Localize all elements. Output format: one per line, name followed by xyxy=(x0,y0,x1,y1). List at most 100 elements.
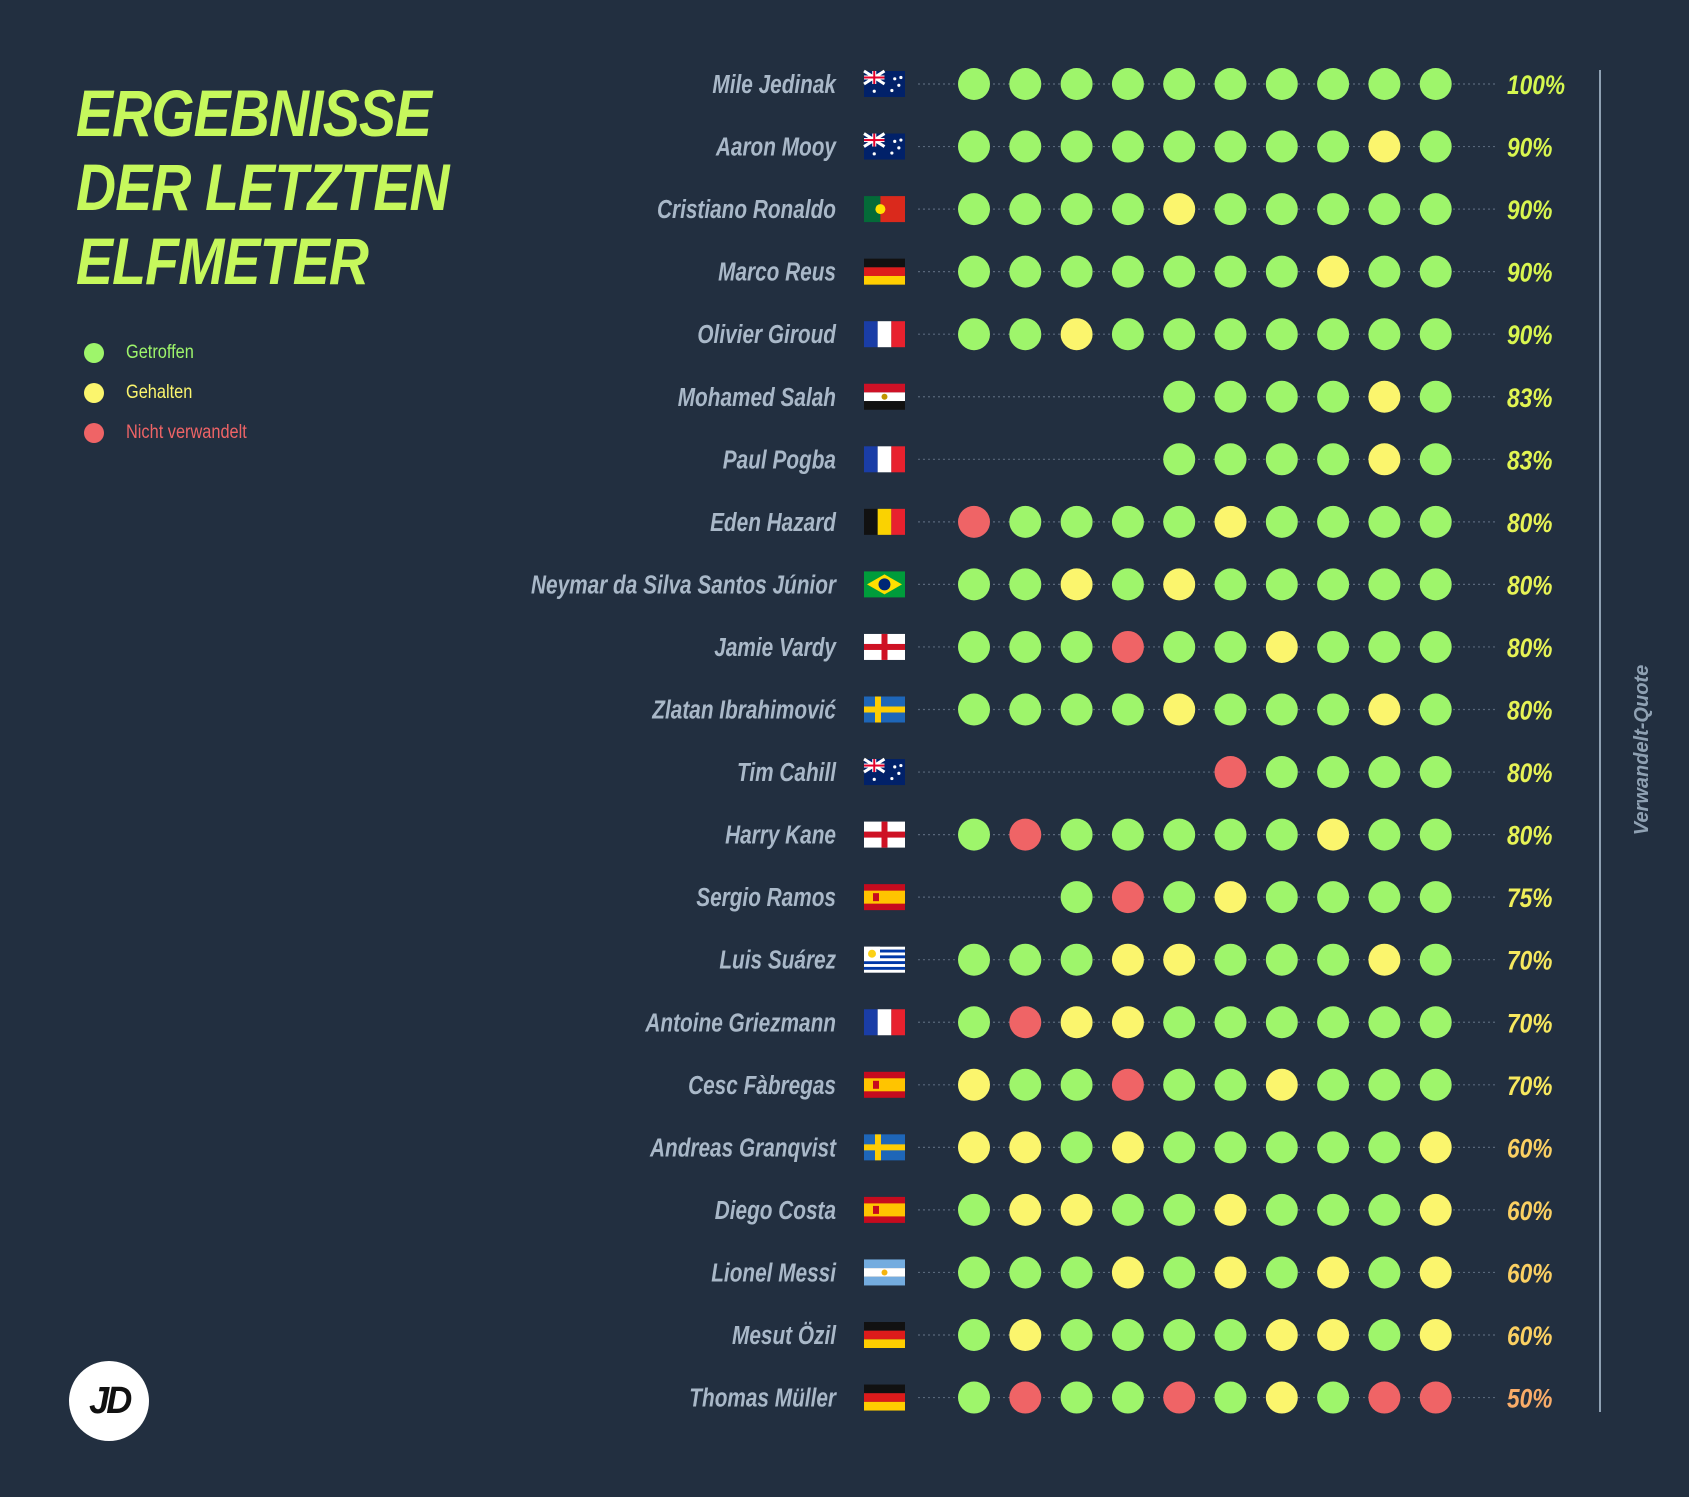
penalty-dot-getroffen xyxy=(1163,1131,1196,1164)
flag-sweden-icon xyxy=(864,1134,905,1161)
penalty-dot-getroffen xyxy=(1214,1131,1247,1164)
penalty-dot-getroffen xyxy=(1060,505,1093,538)
conversion-rate: 90% xyxy=(1507,195,1552,225)
penalty-dot-getroffen xyxy=(1317,568,1350,601)
penalty-dot-getroffen xyxy=(1163,1319,1196,1351)
penalty-dot-getroffen xyxy=(958,1256,990,1289)
conversion-rate: 50% xyxy=(1507,1384,1552,1414)
flag-england-icon xyxy=(864,821,905,848)
flag-spain-icon xyxy=(864,884,905,911)
player-row-cesc-fabregas: Cesc Fàbregas 70% xyxy=(688,1068,1552,1101)
penalty-dot-getroffen xyxy=(1214,68,1247,100)
penalty-dot-getroffen xyxy=(1317,130,1350,163)
penalty-dot-getroffen xyxy=(958,130,990,163)
penalty-dot-getroffen xyxy=(1368,193,1401,226)
penalty-dot-getroffen xyxy=(1368,756,1401,789)
flag-australia-icon xyxy=(863,132,905,160)
penalty-dot-gehalten xyxy=(1368,380,1401,413)
penalty-dot-gehalten xyxy=(1163,193,1196,226)
penalty-dot-getroffen xyxy=(1163,68,1196,100)
conversion-rate: 90% xyxy=(1507,133,1552,163)
penalty-dot-gehalten xyxy=(1317,1319,1350,1351)
penalty-dot-getroffen xyxy=(1265,1193,1298,1226)
penalty-dot-getroffen xyxy=(1163,443,1196,476)
penalty-dot-getroffen xyxy=(1317,318,1350,351)
player-row-aaron-mooy: Aaron Mooy 90% xyxy=(715,130,1552,163)
penalty-dot-gehalten xyxy=(1111,1256,1144,1289)
penalty-dot-getroffen xyxy=(1060,630,1093,663)
penalty-dot-getroffen xyxy=(1265,818,1298,851)
penalty-dot-getroffen xyxy=(1009,693,1042,726)
penalty-dot-getroffen xyxy=(1265,68,1298,100)
conversion-rate: 80% xyxy=(1507,821,1552,851)
penalty-dot-gehalten xyxy=(1368,693,1401,726)
player-row-andreas-granqvist: Andreas Granqvist 60% xyxy=(649,1131,1552,1164)
conversion-rate: 60% xyxy=(1507,1259,1552,1289)
penalty-dot-getroffen xyxy=(1214,568,1247,601)
penalty-dot-getroffen xyxy=(1265,443,1298,476)
penalty-dot-getroffen xyxy=(958,630,990,663)
penalty-dot-getroffen xyxy=(1111,505,1144,538)
player-name: Diego Costa xyxy=(715,1196,836,1225)
penalty-dot-getroffen xyxy=(1060,130,1093,163)
penalty-dot-getroffen xyxy=(1009,1068,1042,1101)
penalty-dot-getroffen xyxy=(1368,818,1401,851)
player-name: Olivier Giroud xyxy=(697,320,836,349)
penalty-dot-gehalten xyxy=(1060,318,1093,351)
penalty-dot-getroffen xyxy=(1163,318,1196,351)
penalty-dot-getroffen xyxy=(1265,318,1298,351)
penalty-dot-getroffen xyxy=(1060,1256,1093,1289)
player-name: Luis Suárez xyxy=(719,946,836,975)
penalty-dot-getroffen xyxy=(1419,881,1452,914)
penalty-dot-gehalten xyxy=(1368,943,1401,976)
penalty-dot-getroffen xyxy=(1419,193,1452,226)
penalty-dot-getroffen xyxy=(1214,943,1247,976)
penalty-dot-getroffen xyxy=(1009,318,1042,351)
penalty-dot-getroffen xyxy=(1265,568,1298,601)
player-name: Mile Jedinak xyxy=(712,70,837,99)
player-row-lionel-messi: Lionel Messi 60% xyxy=(711,1256,1552,1289)
conversion-rate: 70% xyxy=(1507,1008,1552,1038)
conversion-rate: 90% xyxy=(1507,320,1552,350)
player-name: Paul Pogba xyxy=(723,445,836,474)
penalty-dot-nicht-verwandelt xyxy=(958,505,990,538)
penalty-dot-getroffen xyxy=(1368,1319,1401,1351)
penalty-dot-getroffen xyxy=(1214,255,1247,288)
penalty-dot-getroffen xyxy=(1368,1193,1401,1226)
penalty-dot-gehalten xyxy=(1009,1319,1042,1351)
penalty-dot-getroffen xyxy=(1368,568,1401,601)
penalty-dot-getroffen xyxy=(1317,380,1350,413)
penalty-dot-getroffen xyxy=(1163,255,1196,288)
penalty-dot-getroffen xyxy=(1214,1319,1247,1351)
penalty-dot-getroffen xyxy=(1009,568,1042,601)
penalty-dot-getroffen xyxy=(1368,881,1401,914)
penalty-dot-getroffen xyxy=(1265,693,1298,726)
penalty-dot-getroffen xyxy=(1214,630,1247,663)
penalty-dot-getroffen xyxy=(1163,1068,1196,1101)
logo-text: JD xyxy=(88,1379,132,1422)
penalty-dot-nicht-verwandelt xyxy=(1111,630,1144,663)
penalty-dot-getroffen xyxy=(1009,68,1042,100)
penalty-dot-gehalten xyxy=(1214,1256,1247,1289)
penalty-dot-getroffen xyxy=(1368,630,1401,663)
conversion-rate: 80% xyxy=(1507,696,1552,726)
penalty-dot-getroffen xyxy=(1419,130,1452,163)
penalty-dot-getroffen xyxy=(1111,818,1144,851)
penalty-dot-getroffen xyxy=(1368,1131,1401,1164)
penalty-dot-getroffen xyxy=(1317,943,1350,976)
penalty-dot-getroffen xyxy=(1111,318,1144,351)
penalty-dot-getroffen xyxy=(1214,1068,1247,1101)
penalty-dot-gehalten xyxy=(1368,130,1401,163)
conversion-rate: 80% xyxy=(1507,633,1552,663)
penalty-dot-gehalten xyxy=(1317,818,1350,851)
penalty-dot-getroffen xyxy=(1368,318,1401,351)
player-row-eden-hazard: Eden Hazard 80% xyxy=(710,505,1552,538)
penalty-dot-gehalten xyxy=(1163,693,1196,726)
penalty-dot-getroffen xyxy=(1419,255,1452,288)
player-row-paul-pogba: Paul Pogba 83% xyxy=(723,443,1552,476)
penalty-dot-getroffen xyxy=(1419,756,1452,789)
player-name: Lionel Messi xyxy=(711,1258,836,1287)
penalty-dot-getroffen xyxy=(1419,443,1452,476)
player-name: Eden Hazard xyxy=(710,508,836,537)
